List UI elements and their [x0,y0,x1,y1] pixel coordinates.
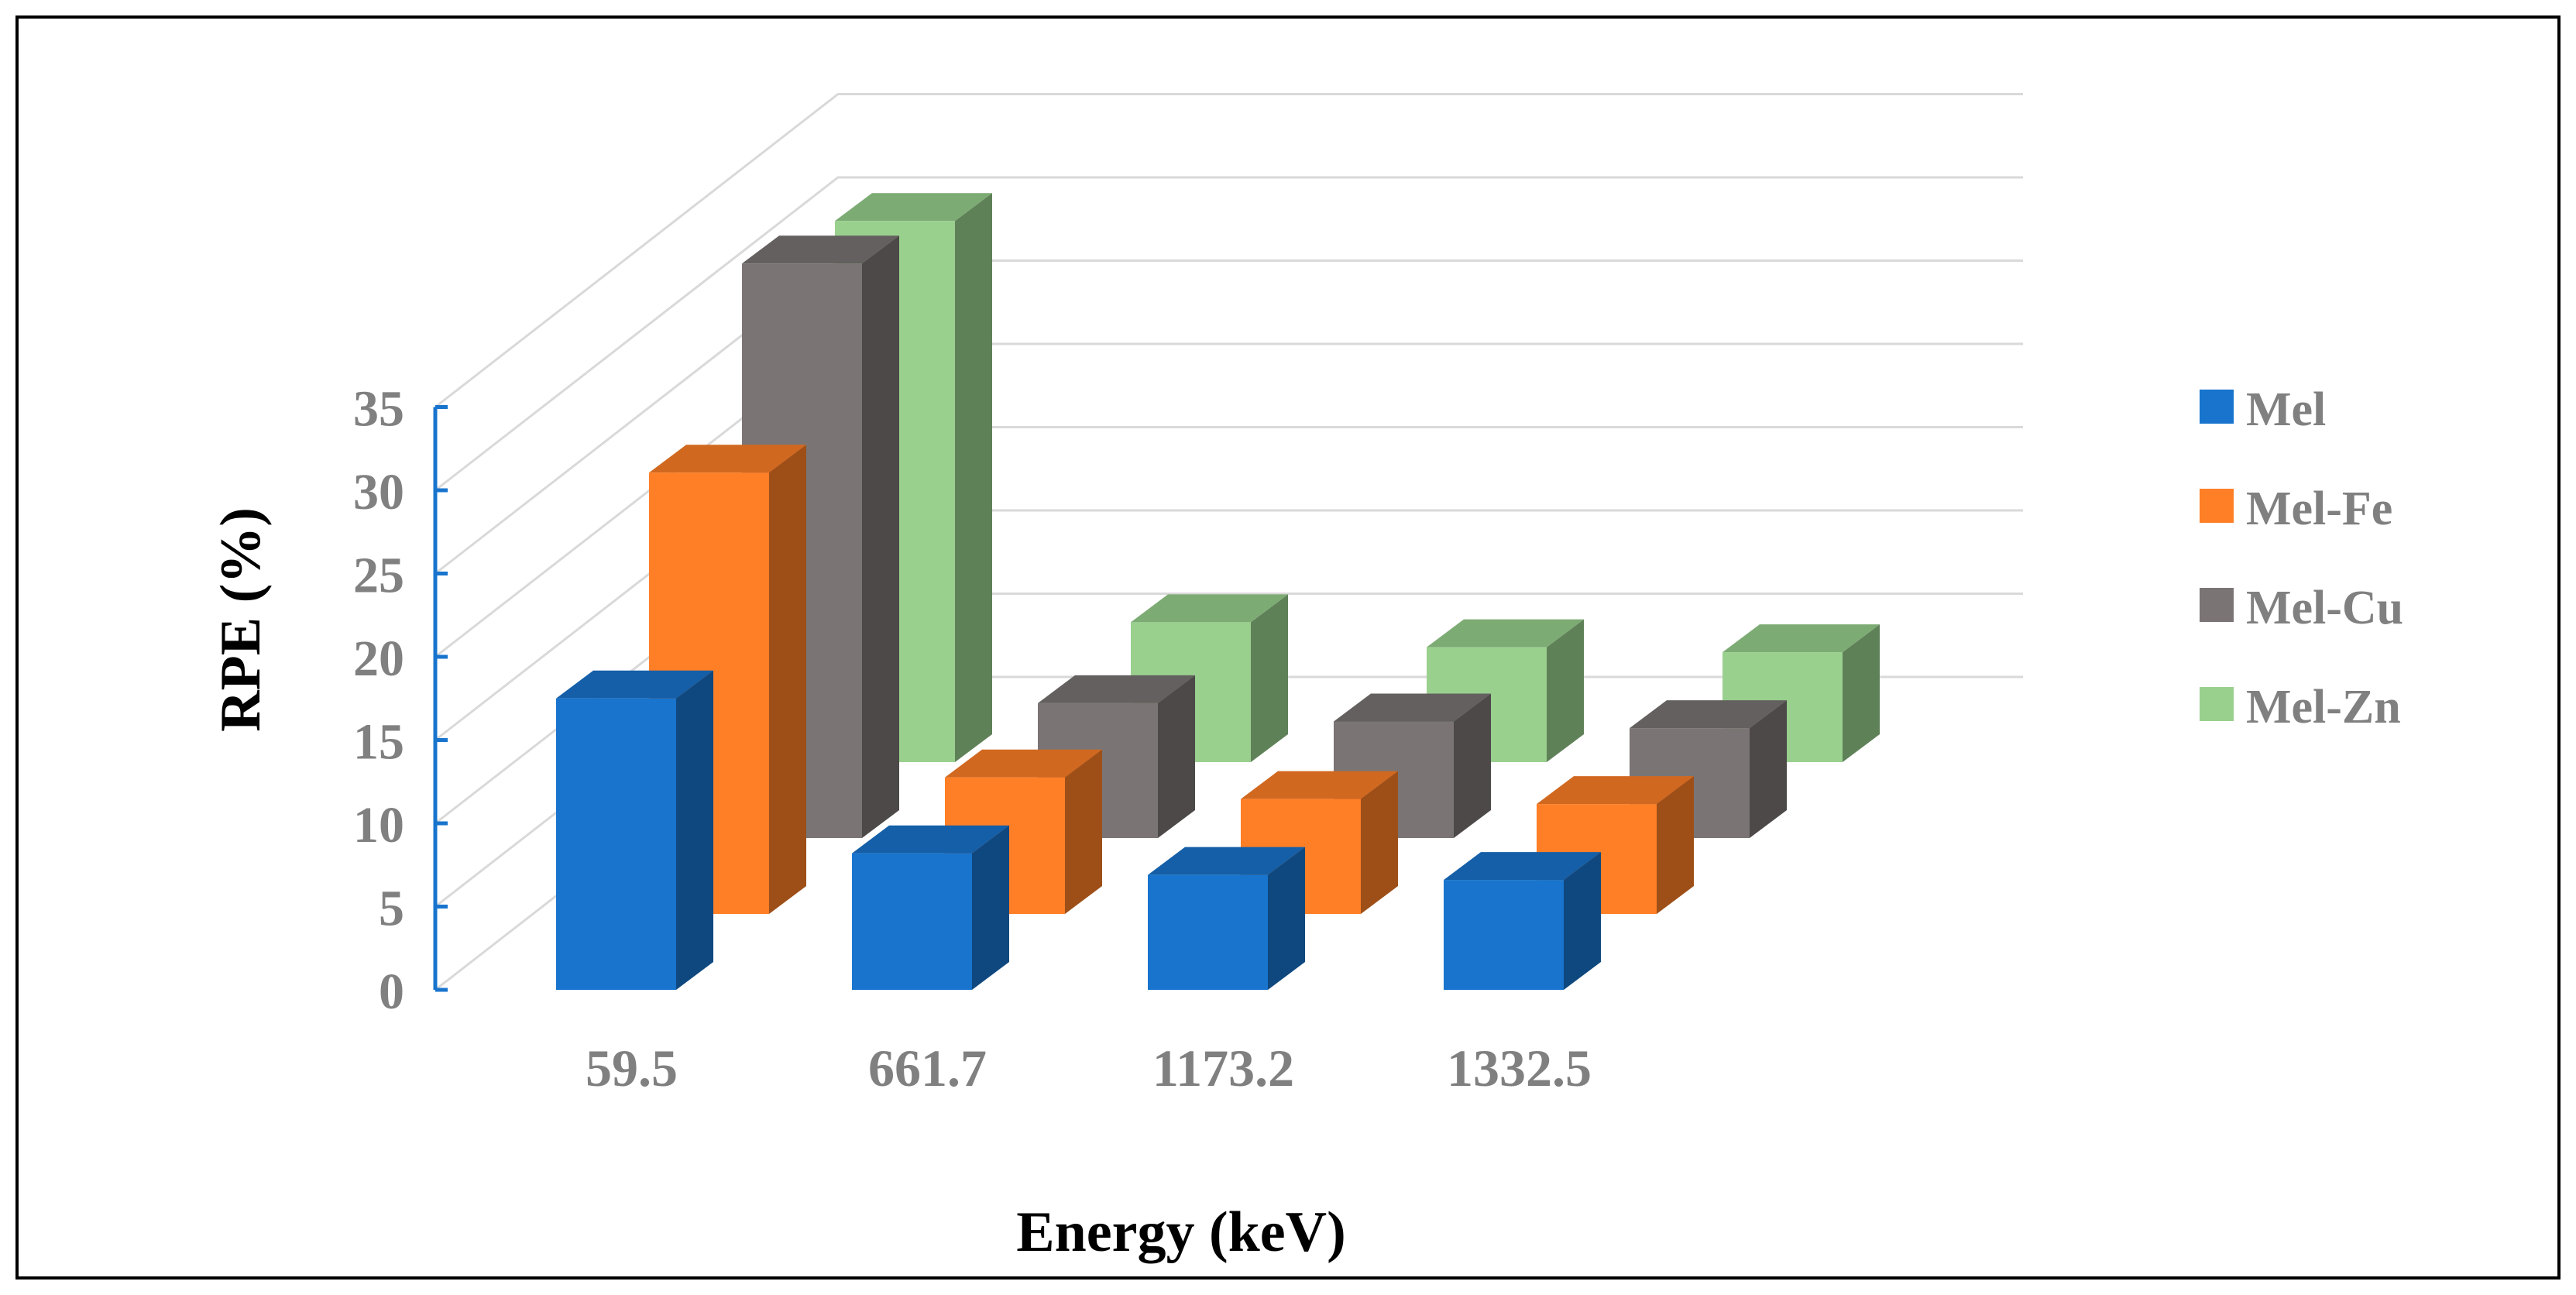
gridline [434,93,2023,408]
legend-label: Mel-Fe [2246,483,2392,535]
legend-item-mel: Mel [2200,383,2326,436]
x-tick-label: 1173.2 [1152,1039,1294,1097]
y-tick-label: 0 [379,964,404,1020]
x-axis-title: Energy (keV) [1016,1201,1345,1264]
legend-label: Mel-Cu [2246,582,2403,634]
y-tick-label: 5 [379,881,404,937]
y-tick-label: 35 [353,381,404,438]
legend-swatch [2200,687,2234,721]
bar-mel-1173_2 [1148,847,1305,990]
x-tick-label: 59.5 [586,1039,678,1097]
value-axis [433,405,448,992]
y-tick-label: 20 [353,630,404,687]
y-axis-title: RPE (%) [209,507,273,732]
y-tick-label: 30 [353,464,404,520]
y-tick-label: 10 [353,797,404,854]
y-tick-label: 25 [353,548,404,604]
x-tick-labels: 59.5 661.7 1173.2 1332.5 [586,1039,1592,1097]
legend-item-mel-zn: Mel-Zn [2200,681,2401,733]
legend-swatch [2200,390,2234,424]
bar-mel-1332_5 [1444,852,1601,990]
y-tick-label: 15 [353,714,404,771]
legend-label: Mel [2246,383,2326,436]
legend-item-mel-cu: Mel-Cu [2200,582,2403,634]
legend-swatch [2200,489,2234,523]
y-tick-labels: 0 5 10 15 20 25 30 35 [353,381,404,1021]
legend-swatch [2200,588,2234,622]
bar-mel-661_7 [852,825,1009,990]
x-tick-label: 661.7 [868,1039,987,1097]
legend: Mel Mel-Fe Mel-Cu Mel-Zn [2200,383,2403,733]
legend-item-mel-fe: Mel-Fe [2200,483,2392,535]
legend-label: Mel-Zn [2246,681,2401,733]
x-tick-label: 1332.5 [1447,1039,1592,1097]
gridline [434,176,2023,492]
bars [556,193,1880,990]
bar-mel-59_5 [556,670,713,990]
